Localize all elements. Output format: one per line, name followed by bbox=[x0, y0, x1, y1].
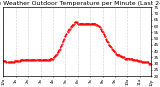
Title: Milwaukee Weather Outdoor Temperature per Minute (Last 24 Hours): Milwaukee Weather Outdoor Temperature pe… bbox=[0, 1, 160, 6]
